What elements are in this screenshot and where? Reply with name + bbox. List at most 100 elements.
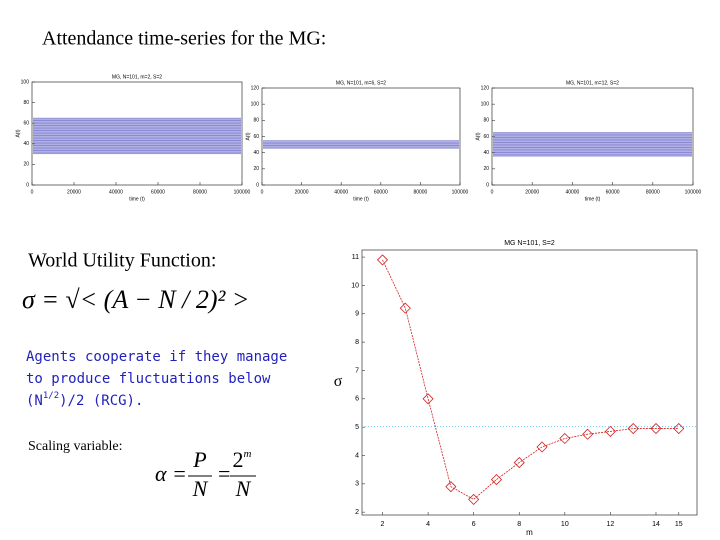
- frac-num: P: [192, 447, 206, 472]
- chart-title: MG, N=101, m=12, S=2: [566, 80, 619, 86]
- attendance-band: [263, 140, 459, 149]
- plot-frame: [361, 249, 698, 516]
- x-tick-label: 40000: [334, 189, 348, 195]
- point: [604, 425, 616, 437]
- point: [627, 422, 639, 435]
- y-tick-label: 60: [253, 134, 259, 140]
- x-tick-label: 60000: [151, 189, 165, 195]
- y-tick-label: 60: [483, 134, 489, 140]
- y-tick-label: 6: [355, 396, 359, 403]
- y-tick-label: 20: [483, 166, 489, 172]
- y-tick-label: 60: [23, 121, 29, 127]
- frac-den: N: [192, 476, 209, 501]
- series-line: [382, 259, 679, 500]
- y-tick-label: 2: [355, 509, 359, 516]
- note-part: )/2 (RCG).: [59, 393, 143, 409]
- subtitle: World Utility Function:: [28, 250, 216, 272]
- note-line: to produce fluctuations below: [26, 371, 271, 387]
- point: [376, 254, 389, 266]
- y-tick-label: 11: [352, 254, 359, 261]
- note-part: (N: [26, 393, 43, 409]
- y-tick-label: 0: [26, 182, 29, 188]
- y-tick-label: 100: [251, 101, 260, 107]
- x-tick-label: 100000: [685, 189, 702, 195]
- slide-title: Attendance time-series for the MG:: [42, 28, 326, 50]
- y-tick-label: 5: [355, 424, 359, 431]
- eq: =: [218, 461, 230, 486]
- y-tick-label: 40: [23, 141, 29, 147]
- x-tick-label: 60000: [374, 189, 388, 195]
- y-tick-label: 0: [486, 182, 489, 188]
- scaling-lhs: α =: [155, 461, 187, 486]
- x-tick-label: 80000: [413, 189, 427, 195]
- x-tick-label: 80000: [646, 189, 660, 195]
- y-axis-label: A(t): [15, 129, 21, 137]
- x-axis-label: time (t): [129, 196, 145, 202]
- attendance-band: [493, 132, 692, 157]
- x-tick-label: 6: [472, 521, 476, 528]
- y-tick-label: 20: [253, 166, 259, 172]
- x-tick-label: 0: [261, 189, 264, 195]
- num-sup: m: [244, 448, 252, 460]
- y-tick-label: 40: [483, 150, 489, 156]
- y-tick-label: 0: [256, 182, 259, 188]
- y-tick-label: 10: [351, 282, 359, 289]
- y-tick-label: 3: [355, 481, 359, 488]
- y-tick-label: 80: [253, 118, 259, 124]
- x-axis-label: time (t): [585, 196, 601, 202]
- point: [468, 493, 480, 505]
- y-tick-label: 40: [253, 150, 259, 156]
- y-axis-label: A(t): [475, 132, 481, 140]
- x-tick-label: 40000: [109, 189, 123, 195]
- note-sup: 1/2: [43, 391, 59, 401]
- plot-frame: [31, 81, 243, 186]
- y-tick-label: 20: [23, 162, 29, 168]
- point: [490, 474, 503, 486]
- point: [422, 393, 434, 405]
- x-tick-label: 10: [561, 521, 569, 528]
- note-line: Agents cooperate if they manage: [26, 349, 287, 365]
- y-axis-label: σ: [334, 373, 343, 390]
- formula: σ = √< (A − N / 2)² >: [22, 285, 249, 314]
- x-tick-label: 60000: [606, 189, 620, 195]
- point: [650, 422, 662, 435]
- x-axis-label: time (t): [353, 196, 369, 202]
- x-tick-label: 4: [426, 521, 430, 528]
- point: [445, 481, 457, 493]
- scaling-label: Scaling variable:: [28, 439, 122, 454]
- y-tick-label: 120: [481, 85, 490, 91]
- x-tick-label: 0: [491, 189, 494, 195]
- y-tick-label: 4: [355, 452, 359, 459]
- point: [559, 432, 571, 445]
- x-axis-label: m: [526, 528, 533, 537]
- x-tick-label: 100000: [452, 189, 469, 195]
- chart-title: MG, N=101, m=2, S=2: [112, 74, 162, 80]
- y-tick-label: 80: [23, 100, 29, 106]
- x-tick-label: 0: [31, 189, 34, 195]
- x-tick-label: 20000: [525, 189, 539, 195]
- point: [582, 428, 594, 440]
- x-tick-label: 15: [675, 521, 683, 528]
- point: [536, 441, 548, 453]
- y-tick-label: 9: [355, 311, 359, 318]
- frac-num: 2m: [233, 447, 252, 472]
- y-tick-label: 80: [483, 118, 489, 124]
- x-tick-label: 12: [607, 521, 615, 528]
- y-tick-label: 100: [481, 101, 490, 107]
- point: [399, 302, 411, 314]
- point: [513, 457, 525, 469]
- y-tick-label: 7: [355, 367, 359, 374]
- plot-frame: [261, 87, 461, 186]
- x-tick-label: 100000: [234, 189, 251, 195]
- x-tick-label: 14: [652, 521, 660, 528]
- frac-den: N: [235, 476, 252, 501]
- num-base: 2: [233, 447, 244, 472]
- x-tick-label: 80000: [193, 189, 207, 195]
- attendance-band: [33, 118, 241, 155]
- chart-title: MG N=101, S=2: [504, 240, 555, 247]
- point: [673, 422, 685, 435]
- x-tick-label: 2: [381, 521, 385, 528]
- note-line: (N1/2)/2 (RCG).: [26, 391, 143, 410]
